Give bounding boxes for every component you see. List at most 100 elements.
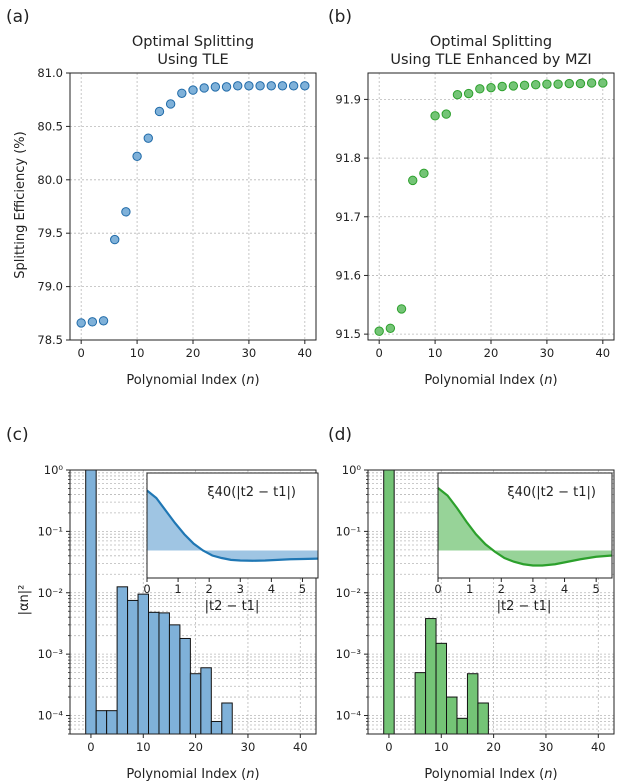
inset-frame: [146, 472, 319, 579]
panel-label-c: (c): [6, 425, 29, 445]
bar: [456, 717, 468, 735]
xtick-label: 0: [376, 346, 383, 360]
inset-xtick-label: 5: [593, 582, 600, 596]
xtick-label: 0: [385, 740, 392, 754]
bar: [168, 624, 181, 735]
bar: [137, 593, 150, 735]
xtick-label: 30: [241, 740, 256, 754]
data-point: [110, 234, 120, 245]
data-point: [430, 111, 440, 121]
data-point: [385, 323, 396, 333]
bar: [466, 673, 479, 735]
data-point: [542, 79, 552, 89]
bar: [210, 720, 223, 735]
inset-xtick-label: 0: [434, 582, 441, 596]
ytick-label: 81.0: [37, 66, 63, 80]
xtick-label: 20: [186, 346, 201, 360]
inset-frame: [437, 472, 613, 579]
xtick-label: 40: [595, 346, 610, 360]
bar: [435, 642, 448, 735]
xtick-label: 30: [539, 740, 554, 754]
data-point: [564, 78, 574, 89]
data-point: [98, 316, 109, 326]
ytick-label: 10⁻³: [38, 647, 64, 661]
xtick-label: 30: [540, 346, 555, 360]
data-point: [598, 78, 608, 88]
inset-xlabel-c: |t2 − t1|: [205, 599, 260, 614]
xlabel-a: Polynomial Index (n): [126, 373, 259, 388]
inset-d: 0 1 2 3 4 5: [434, 472, 613, 596]
data-point: [233, 81, 243, 91]
ytick-label: 10⁰: [342, 463, 362, 477]
title-b-line2: Using TLE Enhanced by MZI: [390, 52, 591, 68]
data-point: [441, 109, 451, 119]
bar: [95, 710, 108, 735]
data-point: [553, 79, 563, 89]
plot-a: 0 10 20 30 40 78.5 79.0 79.5 80.0 80.5 81.0: [37, 66, 317, 360]
data-point: [143, 133, 153, 143]
ytick-label: 10⁻¹: [38, 524, 63, 538]
data-point: [300, 81, 310, 91]
xtick-label: 10: [434, 740, 449, 754]
panel-label-b: (b): [328, 7, 352, 27]
bar: [200, 667, 212, 735]
data-point: [76, 318, 86, 328]
xtick-label: 10: [428, 346, 443, 360]
data-point: [177, 88, 187, 98]
data-point: [199, 83, 209, 93]
inset-xtick-label: 5: [299, 582, 306, 596]
bar: [414, 672, 427, 735]
bar: [383, 469, 395, 735]
inset-xlabel-d: |t2 − t1|: [497, 599, 552, 614]
title-a-line2: Using TLE: [157, 52, 228, 68]
ylabel-a: Splitting Efficiency (%): [13, 131, 28, 278]
inset-area: [147, 490, 318, 561]
xtick-label: 10: [130, 346, 145, 360]
data-point: [221, 82, 232, 92]
data-point: [519, 80, 530, 91]
inset-title-c: ξ40(|t2 − t1|): [207, 485, 296, 500]
inset-curve: [146, 489, 319, 562]
inset-xtick-label: 2: [498, 582, 505, 596]
ytick-label: 91.5: [335, 327, 361, 341]
xtick-label: 10: [136, 740, 151, 754]
ytick-label: 10⁻²: [336, 586, 361, 600]
data-point: [396, 304, 407, 314]
bar: [116, 586, 129, 735]
data-point: [87, 317, 98, 327]
ytick-label: 78.5: [37, 333, 63, 347]
inset-xtick-label: 4: [268, 582, 275, 596]
ytick-label: 10⁻¹: [336, 524, 361, 538]
data-point: [244, 81, 254, 91]
inset-xtick-label: 0: [143, 582, 150, 596]
plot-b: 0 10 20 30 40 91.5 91.6 91.7 91.8 91.9: [335, 72, 615, 360]
data-point: [255, 81, 265, 91]
xtick-label: 40: [297, 346, 312, 360]
data-point: [121, 207, 131, 217]
data-point: [210, 82, 221, 92]
xtick-label: 40: [293, 740, 308, 754]
data-point: [132, 151, 142, 162]
bar: [127, 599, 139, 735]
xtick-label: 20: [188, 740, 203, 754]
data-point: [508, 81, 519, 91]
data-point: [586, 78, 597, 88]
xtick-label: 30: [242, 346, 257, 360]
inset-xtick-label: 1: [174, 582, 181, 596]
data-point: [165, 99, 176, 109]
data-point: [188, 85, 198, 95]
ytick-label: 10⁻⁴: [38, 709, 64, 723]
ytick-label: 91.8: [335, 151, 361, 165]
data-point: [463, 88, 474, 99]
inset-c: 0 1 2 3 4 5: [143, 472, 319, 596]
bar: [85, 469, 97, 735]
title-b-line1: Optimal Splitting: [430, 34, 552, 50]
inset-xtick-label: 1: [466, 582, 473, 596]
inset-area: [438, 488, 612, 566]
xtick-label: 20: [486, 740, 501, 754]
ytick-label: 10⁻³: [336, 647, 362, 661]
inset-xtick-label: 2: [206, 582, 213, 596]
bar: [179, 637, 191, 735]
bar: [477, 702, 489, 735]
